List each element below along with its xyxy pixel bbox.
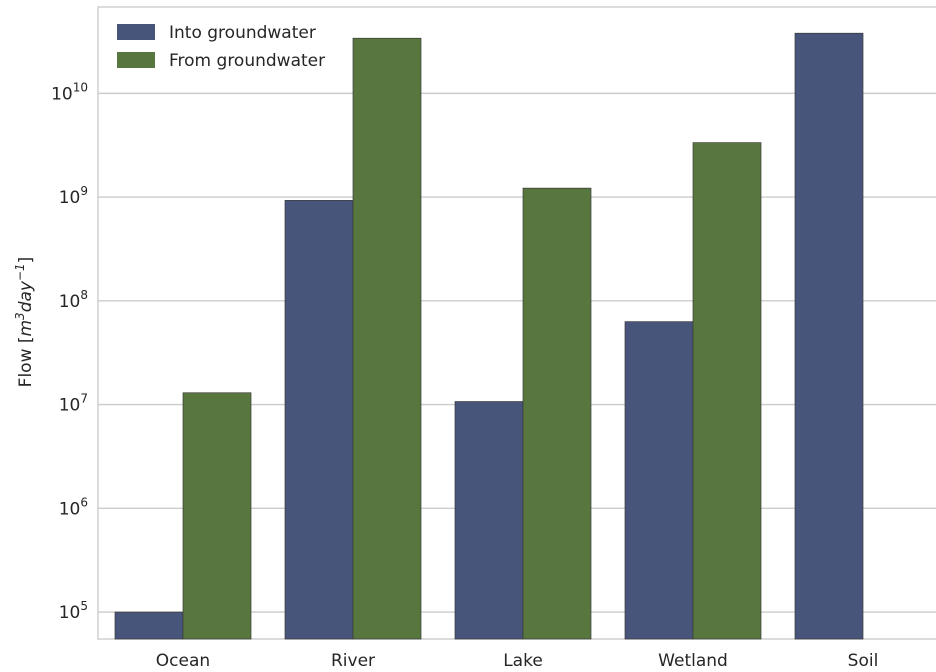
bar-wetland-from-groundwater (692, 142, 762, 640)
bar-lake-from-groundwater (522, 187, 592, 640)
y-tick-label: 108 (59, 288, 88, 312)
legend-label-into-groundwater: Into groundwater (169, 23, 316, 43)
y-tick-label: 1010 (51, 80, 88, 104)
bar-lake-into-groundwater (454, 401, 524, 640)
bar-ocean-into-groundwater (114, 611, 184, 640)
bar-river-from-groundwater (352, 37, 422, 640)
y-tick-label: 107 (59, 392, 88, 416)
bars (114, 32, 864, 640)
x-tick-label: Wetland (658, 651, 728, 671)
bar-ocean-from-groundwater (182, 392, 252, 640)
bar-wetland-into-groundwater (624, 321, 694, 640)
y-tick-label: 109 (59, 184, 88, 208)
x-tick-label: River (331, 651, 375, 671)
x-axis-ticks: Ocean River Lake Wetland Soil (156, 651, 879, 671)
x-tick-label: Lake (503, 651, 543, 671)
y-tick-label: 105 (59, 599, 88, 623)
y-axis-ticks: 105 106 107 108 109 1010 (51, 80, 88, 623)
legend-label-from-groundwater: From groundwater (169, 51, 325, 71)
legend: Into groundwater From groundwater (117, 23, 325, 71)
legend-swatch-from-groundwater (117, 52, 155, 68)
y-tick-label: 106 (59, 495, 88, 519)
y-axis-label: Flow [m3day−1] (13, 257, 36, 388)
bar-river-into-groundwater (284, 200, 354, 640)
legend-swatch-into-groundwater (117, 24, 155, 40)
bar-soil-into-groundwater (794, 32, 864, 640)
x-tick-label: Soil (848, 651, 879, 671)
x-tick-label: Ocean (156, 651, 210, 671)
